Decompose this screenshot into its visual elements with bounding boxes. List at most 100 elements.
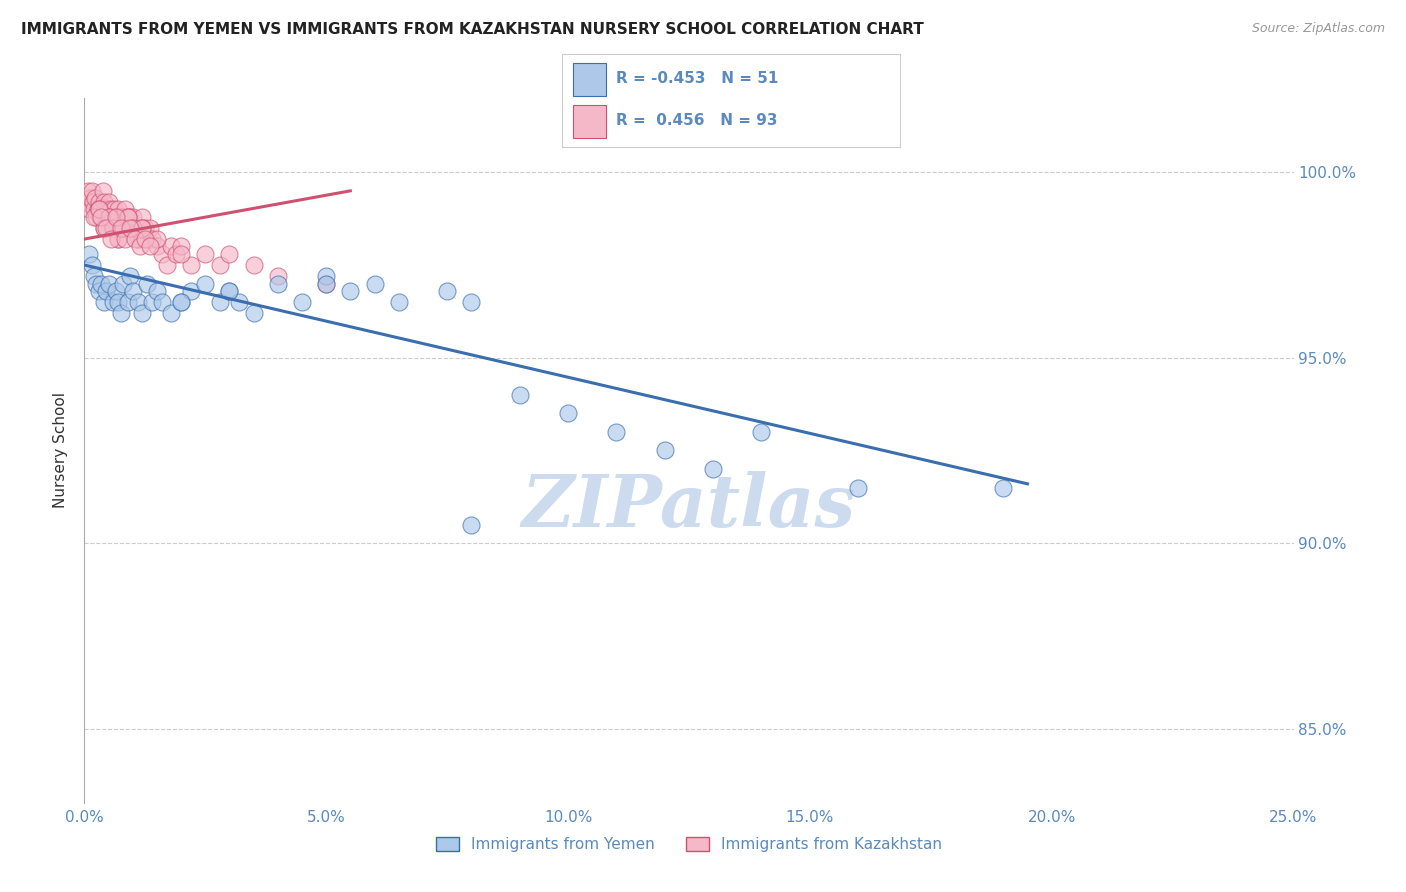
Point bbox=[131, 210, 153, 224]
Point bbox=[129, 239, 152, 253]
Point bbox=[121, 284, 143, 298]
Point bbox=[150, 295, 173, 310]
Point bbox=[94, 284, 117, 298]
Text: ZIPatlas: ZIPatlas bbox=[522, 471, 856, 542]
Point bbox=[97, 277, 120, 291]
Point bbox=[112, 221, 135, 235]
FancyBboxPatch shape bbox=[572, 63, 606, 95]
Point bbox=[110, 306, 132, 320]
Point bbox=[127, 295, 149, 310]
Point bbox=[846, 481, 869, 495]
Point bbox=[80, 258, 103, 272]
Point bbox=[146, 232, 169, 246]
Point bbox=[83, 210, 105, 224]
Point bbox=[90, 277, 112, 291]
Point bbox=[242, 306, 264, 320]
Point bbox=[291, 295, 314, 310]
Point bbox=[98, 210, 121, 224]
Point bbox=[111, 210, 134, 224]
Point bbox=[100, 232, 122, 246]
Point bbox=[136, 232, 159, 246]
Point bbox=[218, 284, 240, 298]
Point bbox=[97, 194, 120, 209]
Point bbox=[208, 258, 231, 272]
Point bbox=[127, 232, 149, 246]
Point bbox=[141, 295, 163, 310]
Point bbox=[117, 210, 139, 224]
Legend: Immigrants from Yemen, Immigrants from Kazakhstan: Immigrants from Yemen, Immigrants from K… bbox=[430, 831, 948, 859]
Point bbox=[654, 443, 676, 458]
Point bbox=[267, 269, 290, 284]
Point bbox=[117, 210, 139, 224]
Point bbox=[107, 232, 129, 246]
Point bbox=[77, 247, 100, 261]
Point bbox=[93, 221, 115, 235]
Point bbox=[121, 210, 143, 224]
Point bbox=[80, 184, 103, 198]
Point bbox=[93, 194, 115, 209]
Point bbox=[124, 232, 146, 246]
Point bbox=[141, 232, 163, 246]
Point bbox=[315, 277, 337, 291]
Point bbox=[509, 388, 531, 402]
Point bbox=[134, 221, 156, 235]
Point bbox=[77, 184, 100, 198]
Point bbox=[107, 202, 129, 217]
Point bbox=[138, 239, 160, 253]
Point bbox=[104, 210, 127, 224]
Point bbox=[155, 258, 177, 272]
Point bbox=[94, 210, 117, 224]
Point bbox=[103, 295, 125, 310]
Point bbox=[110, 221, 132, 235]
Point bbox=[120, 210, 142, 224]
Point bbox=[87, 284, 110, 298]
Point bbox=[605, 425, 627, 439]
Point bbox=[87, 202, 110, 217]
Point bbox=[170, 239, 193, 253]
Point bbox=[93, 202, 115, 217]
Point bbox=[165, 247, 187, 261]
Point bbox=[363, 277, 385, 291]
Point bbox=[146, 239, 169, 253]
Point bbox=[112, 210, 135, 224]
Point bbox=[150, 247, 173, 261]
Point bbox=[87, 194, 110, 209]
Point bbox=[267, 277, 290, 291]
Point bbox=[117, 210, 139, 224]
Point bbox=[112, 221, 135, 235]
Point bbox=[120, 269, 142, 284]
Point bbox=[84, 191, 107, 205]
Point bbox=[218, 284, 240, 298]
Point bbox=[180, 258, 202, 272]
Point bbox=[436, 284, 458, 298]
Point bbox=[104, 210, 127, 224]
Point bbox=[124, 221, 146, 235]
Point bbox=[90, 202, 112, 217]
FancyBboxPatch shape bbox=[572, 105, 606, 138]
Point bbox=[993, 481, 1015, 495]
Point bbox=[114, 232, 136, 246]
Point bbox=[180, 284, 202, 298]
Text: R = -0.453   N = 51: R = -0.453 N = 51 bbox=[616, 71, 779, 87]
Point bbox=[136, 277, 159, 291]
Point bbox=[90, 210, 112, 224]
Point bbox=[138, 221, 160, 235]
Point bbox=[87, 202, 110, 217]
Point bbox=[131, 306, 153, 320]
Point bbox=[242, 258, 264, 272]
Point bbox=[121, 221, 143, 235]
Point bbox=[76, 194, 98, 209]
Point bbox=[83, 202, 105, 217]
Point bbox=[131, 221, 153, 235]
Point bbox=[115, 221, 138, 235]
Point bbox=[751, 425, 773, 439]
Point bbox=[194, 247, 217, 261]
Point bbox=[228, 295, 250, 310]
Text: R =  0.456   N = 93: R = 0.456 N = 93 bbox=[616, 113, 778, 128]
Point bbox=[93, 221, 115, 235]
Point bbox=[94, 221, 117, 235]
Point bbox=[194, 277, 217, 291]
Point bbox=[108, 210, 131, 224]
Point bbox=[89, 210, 111, 224]
Point bbox=[103, 202, 125, 217]
